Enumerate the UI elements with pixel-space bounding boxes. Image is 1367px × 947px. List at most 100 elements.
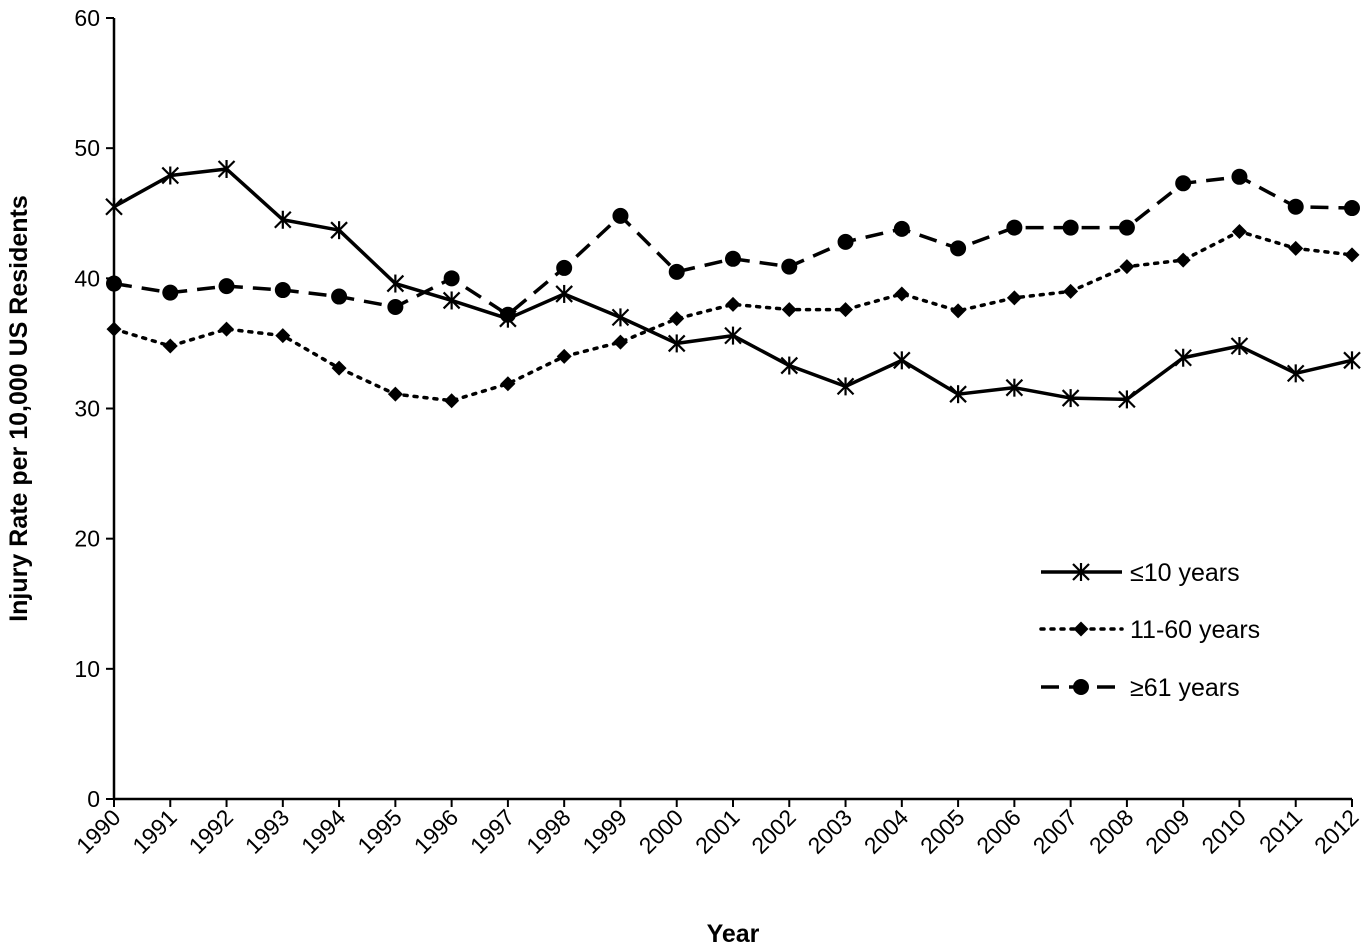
x-tick-label: 2000 [634, 804, 689, 859]
data-point [1286, 364, 1305, 383]
data-point [331, 288, 348, 305]
data-point [1061, 389, 1080, 408]
data-point [1063, 283, 1079, 299]
x-tick-label: 1996 [409, 804, 464, 859]
legend-label: ≤10 years [1130, 559, 1240, 587]
data-point [556, 259, 573, 276]
y-tick-label: 50 [74, 135, 100, 161]
data-point [1230, 337, 1249, 356]
data-point [218, 278, 235, 295]
x-tick-label: 1993 [240, 804, 295, 859]
data-point [500, 376, 516, 392]
legend-marker [1072, 563, 1090, 581]
data-point [1287, 198, 1304, 215]
data-point [387, 298, 404, 315]
data-point [330, 221, 348, 240]
data-point [106, 275, 122, 292]
y-axis-title: Injury Rate per 10,000 US Residents [5, 195, 33, 622]
data-point [387, 386, 403, 402]
data-point [1118, 219, 1135, 236]
data-point [1118, 390, 1136, 409]
series-2 [106, 223, 1360, 409]
data-point [837, 233, 854, 250]
data-point [893, 351, 911, 370]
y-tick-label: 30 [74, 396, 100, 422]
data-point [1231, 168, 1248, 185]
data-point [838, 302, 854, 318]
data-point [781, 302, 797, 318]
data-point [1062, 219, 1079, 236]
y-tick-label: 0 [87, 786, 100, 812]
data-point [611, 308, 630, 327]
data-point [1175, 252, 1191, 268]
y-tick-label: 40 [74, 265, 100, 291]
data-point [1343, 351, 1361, 370]
data-point [274, 282, 291, 299]
data-point [894, 286, 910, 302]
legend-marker [1073, 679, 1089, 695]
data-point [217, 159, 236, 178]
x-tick-label: 2011 [1254, 804, 1307, 857]
data-point [950, 303, 966, 319]
data-point [275, 328, 291, 344]
series-layer [105, 159, 1361, 409]
data-point [274, 210, 292, 229]
x-tick-label: 2010 [1196, 804, 1251, 859]
data-point [1005, 378, 1024, 397]
data-point [386, 274, 405, 293]
data-point [219, 321, 235, 337]
data-point [893, 220, 910, 237]
series-1 [105, 159, 1361, 409]
x-tick-label: 1995 [352, 804, 407, 859]
data-point [781, 258, 798, 275]
x-tick-label: 1999 [577, 804, 632, 859]
data-point [1175, 175, 1192, 192]
data-point [162, 338, 178, 354]
legend-marker [1073, 621, 1089, 637]
data-point [444, 393, 460, 409]
data-point [1288, 240, 1304, 256]
data-point [1119, 259, 1135, 275]
legend-label: ≥61 years [1130, 674, 1240, 702]
data-point [667, 334, 686, 353]
x-axis-title: Year [707, 920, 760, 947]
legend: ≤10 years 11-60 years ≥61 years [1039, 559, 1260, 702]
y-tick-label: 10 [74, 656, 100, 682]
x-tick-label: 2006 [971, 804, 1026, 859]
data-point [1174, 348, 1192, 367]
data-point [780, 356, 799, 375]
legend-item: ≥61 years [1041, 674, 1240, 702]
x-tick-label: 1991 [127, 804, 182, 859]
data-point [1344, 247, 1360, 263]
data-point [162, 284, 179, 301]
x-tick-label: 2002 [746, 804, 801, 859]
data-point [499, 306, 516, 323]
data-point [949, 385, 967, 404]
x-tick-label: 2007 [1028, 804, 1083, 859]
x-tick-label: 2009 [1140, 804, 1195, 859]
data-point [106, 321, 122, 337]
data-point [161, 166, 180, 185]
x-axis-ticks: 1990 1991 1992 1993 1994 1995 1996 1997 1998 1999… [71, 799, 1364, 859]
data-point [105, 197, 123, 216]
data-point [555, 284, 573, 303]
legend-item: ≤10 years [1041, 559, 1240, 587]
series-3 [106, 168, 1360, 323]
x-tick-label: 1998 [521, 804, 576, 859]
x-tick-label: 1990 [71, 804, 126, 859]
x-tick-label: 2004 [859, 804, 914, 859]
data-point [443, 270, 460, 287]
data-point [1344, 200, 1360, 217]
series-line [112, 229, 1354, 403]
x-tick-label: 2005 [915, 804, 970, 859]
data-point [1006, 290, 1022, 306]
data-point [724, 326, 742, 345]
legend-item: 11-60 years [1039, 616, 1260, 644]
x-tick-label: 2003 [803, 804, 858, 859]
x-tick-label: 1992 [184, 804, 239, 859]
x-tick-label: 1997 [465, 804, 520, 859]
legend-label: 11-60 years [1130, 616, 1260, 644]
y-tick-label: 60 [74, 5, 100, 31]
data-point [668, 263, 685, 280]
